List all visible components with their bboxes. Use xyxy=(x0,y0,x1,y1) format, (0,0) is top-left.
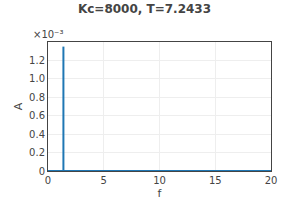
svg-text:5: 5 xyxy=(101,175,107,186)
svg-text:20: 20 xyxy=(265,175,278,186)
svg-text:0.4: 0.4 xyxy=(29,129,45,140)
svg-text:15: 15 xyxy=(209,175,222,186)
svg-text:Kc=8000, T=7.2433: Kc=8000, T=7.2433 xyxy=(78,2,211,16)
svg-text:1.0: 1.0 xyxy=(29,73,45,84)
svg-text:f: f xyxy=(158,187,163,200)
svg-text:0: 0 xyxy=(39,166,45,177)
svg-text:×10⁻³: ×10⁻³ xyxy=(33,29,63,40)
svg-text:0.2: 0.2 xyxy=(29,147,45,158)
svg-text:10: 10 xyxy=(153,175,166,186)
svg-text:0.8: 0.8 xyxy=(29,92,45,103)
svg-text:0.6: 0.6 xyxy=(29,110,45,121)
svg-text:A: A xyxy=(12,102,25,110)
svg-text:1.2: 1.2 xyxy=(29,55,45,66)
svg-text:0: 0 xyxy=(45,175,51,186)
